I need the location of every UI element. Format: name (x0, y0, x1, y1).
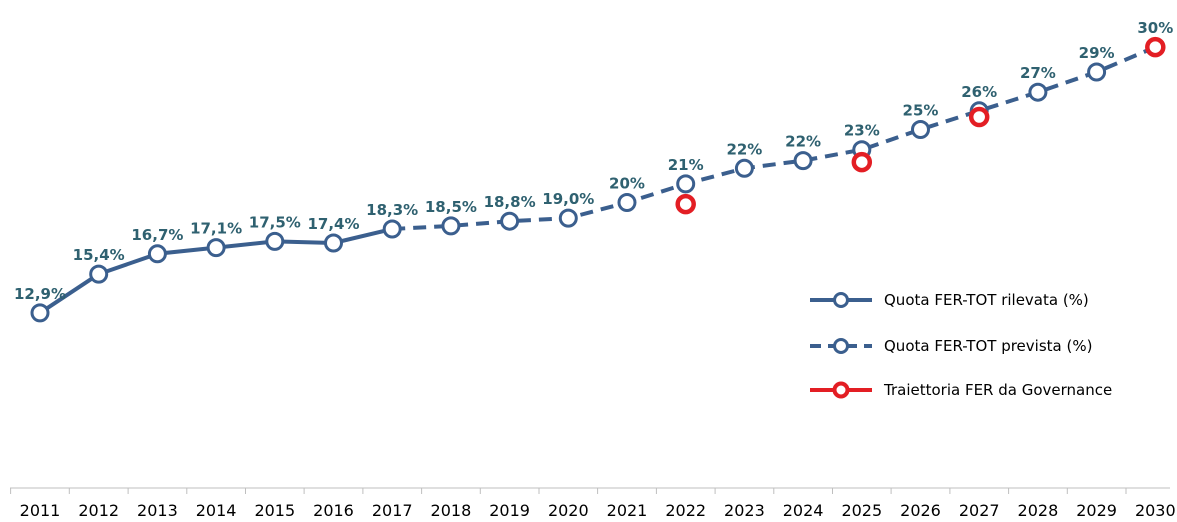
data-label-2018: 18,5% (425, 198, 477, 216)
x-tick-label-2029: 2029 (1076, 501, 1117, 520)
x-tick-label-2021: 2021 (607, 501, 648, 520)
data-labels: 12,9% 15,4% 16,7% 17,1% 17,5% 17,4% 18,3% 18,5%… (14, 19, 1173, 303)
data-label-2012: 15,4% (73, 246, 125, 264)
x-tick-label-2027: 2027 (959, 501, 1000, 520)
x-tick-label-2023: 2023 (724, 501, 765, 520)
x-tick-label-2013: 2013 (137, 501, 178, 520)
data-point-2023 (734, 158, 754, 178)
x-tick-label-2026: 2026 (900, 501, 941, 520)
legend-swatch-marker (833, 338, 849, 354)
x-tick-label-2022: 2022 (665, 501, 706, 520)
data-label-2019: 18,8% (484, 193, 536, 211)
data-point-2012 (89, 264, 109, 284)
data-point-2028 (1028, 82, 1048, 102)
data-label-2016: 17,4% (307, 215, 359, 233)
data-point-2029 (1087, 62, 1107, 82)
x-tick-label-2012: 2012 (78, 501, 119, 520)
data-label-2017: 18,3% (366, 201, 418, 219)
x-axis: 2011 2012 2013 2014 2015 2016 2017 2018 2019 2020… (10, 487, 1176, 520)
legend-label: Quota FER-TOT rilevata (%) (884, 291, 1089, 309)
data-point-2020 (558, 208, 578, 228)
x-tick-label-2028: 2028 (1018, 501, 1059, 520)
data-label-2011: 12,9% (14, 285, 66, 303)
data-point-2011 (30, 303, 50, 323)
data-label-2015: 17,5% (249, 213, 301, 231)
data-label-2030: 30% (1137, 19, 1173, 37)
x-tick-label-2030: 2030 (1135, 501, 1176, 520)
x-tick-label-2011: 2011 (20, 501, 61, 520)
x-tick-label-2016: 2016 (313, 501, 354, 520)
data-point-2014 (206, 238, 226, 258)
data-label-2025: 23% (844, 122, 880, 140)
x-tick-label-2017: 2017 (372, 501, 413, 520)
legend: Quota FER-TOT rilevata (%) Quota FER-TOT … (810, 291, 1112, 399)
x-tick-label-2014: 2014 (196, 501, 237, 520)
data-label-2024: 22% (785, 133, 821, 151)
governance-marker-2027 (968, 106, 990, 128)
data-label-2021: 20% (609, 175, 645, 193)
data-point-2019 (500, 211, 520, 231)
legend-swatch-marker (832, 381, 850, 399)
data-point-2015 (265, 231, 285, 251)
legend-item-quota-fer-tot-prevista: Quota FER-TOT prevista (%) (810, 337, 1092, 355)
data-label-2013: 16,7% (131, 226, 183, 244)
data-point-2017 (382, 219, 402, 239)
data-label-2022: 21% (668, 156, 704, 174)
data-label-2026: 25% (903, 102, 939, 120)
x-tick-label-2015: 2015 (254, 501, 295, 520)
legend-item-traiettoria-fer-da-governance: Traiettoria FER da Governance (810, 381, 1112, 399)
data-label-2029: 29% (1079, 44, 1115, 62)
data-point-2026 (911, 120, 930, 139)
x-tick-label-2025: 2025 (841, 501, 882, 520)
x-tick-label-2020: 2020 (548, 501, 589, 520)
data-label-2020: 19,0% (542, 190, 594, 208)
legend-swatch-marker (833, 292, 849, 308)
data-label-2014: 17,1% (190, 220, 242, 238)
data-point-2024 (793, 151, 813, 171)
legend-item-quota-fer-tot-rilevata: Quota FER-TOT rilevata (%) (810, 291, 1089, 309)
governance-marker-2025 (851, 151, 873, 173)
data-point-2021 (617, 193, 637, 212)
data-label-2027: 26% (961, 83, 997, 101)
x-tick-label-2024: 2024 (783, 501, 824, 520)
data-label-2028: 27% (1020, 64, 1056, 82)
x-tick-label-2018: 2018 (431, 501, 472, 520)
series-line-quota-fer-tot-prevista (392, 45, 1157, 231)
governance-marker-2022 (675, 193, 696, 215)
legend-label: Quota FER-TOT prevista (%) (884, 337, 1092, 355)
x-tick-label-2019: 2019 (489, 501, 530, 520)
legend-label: Traiettoria FER da Governance (883, 381, 1112, 399)
governance-marker-2030 (1145, 36, 1166, 58)
data-label-2023: 22% (726, 140, 762, 158)
series-markers (30, 36, 1166, 323)
data-point-2022 (676, 174, 696, 194)
data-point-2013 (147, 244, 167, 264)
data-point-2016 (324, 233, 343, 253)
data-point-2018 (441, 216, 461, 236)
